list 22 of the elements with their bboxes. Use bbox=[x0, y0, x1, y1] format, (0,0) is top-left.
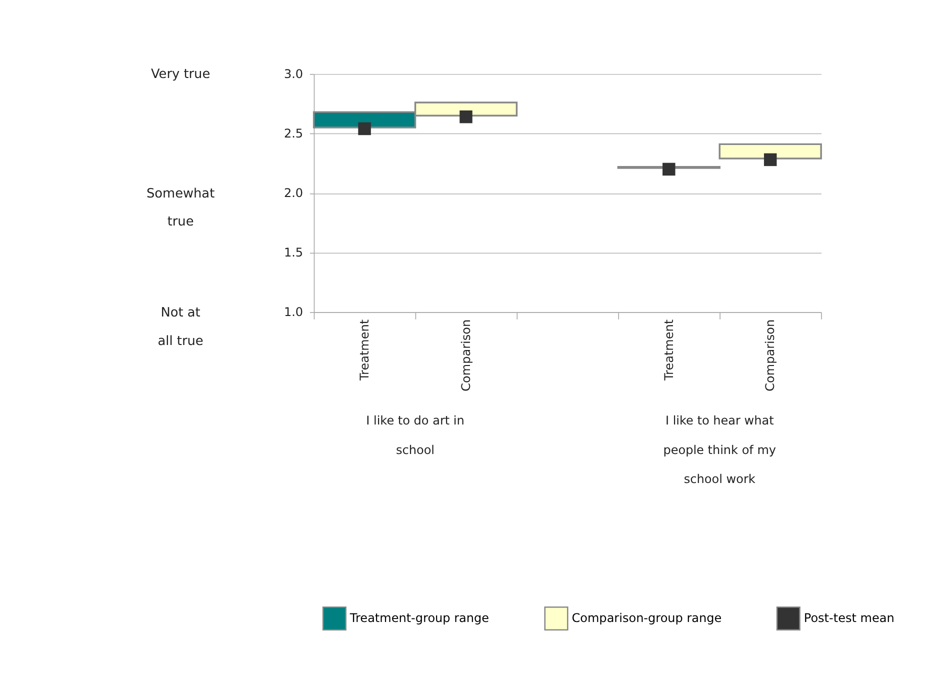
bar bbox=[718, 143, 822, 160]
legend-label: Post-test mean bbox=[804, 610, 894, 625]
point bbox=[460, 110, 472, 124]
text: Very true bbox=[150, 67, 210, 82]
legend-label: Comparison-group range bbox=[572, 610, 722, 625]
y-tick-label: 2.5 bbox=[284, 126, 304, 140]
point bbox=[358, 122, 371, 136]
text: I like to do art in school bbox=[366, 414, 464, 457]
point bbox=[662, 162, 676, 176]
y-tick-label: 3.0 bbox=[284, 66, 304, 81]
text: Not at all true bbox=[158, 305, 204, 349]
x-tick-label: Treatment bbox=[357, 319, 372, 382]
point bbox=[764, 153, 777, 166]
legend-label: Treatment-group range bbox=[348, 610, 490, 625]
x-tick-label: Comparison bbox=[458, 319, 473, 392]
y-tick-label: 2.0 bbox=[284, 186, 304, 200]
text: Somewhat true bbox=[146, 186, 215, 230]
y-tick-label: 1.0 bbox=[284, 304, 304, 319]
x-tick-label: Treatment bbox=[662, 319, 676, 382]
y-tick-label: 1.5 bbox=[284, 245, 304, 260]
text: I like to hear what people think of my school work bbox=[663, 414, 776, 486]
x-tick-label: Comparison bbox=[763, 319, 778, 392]
